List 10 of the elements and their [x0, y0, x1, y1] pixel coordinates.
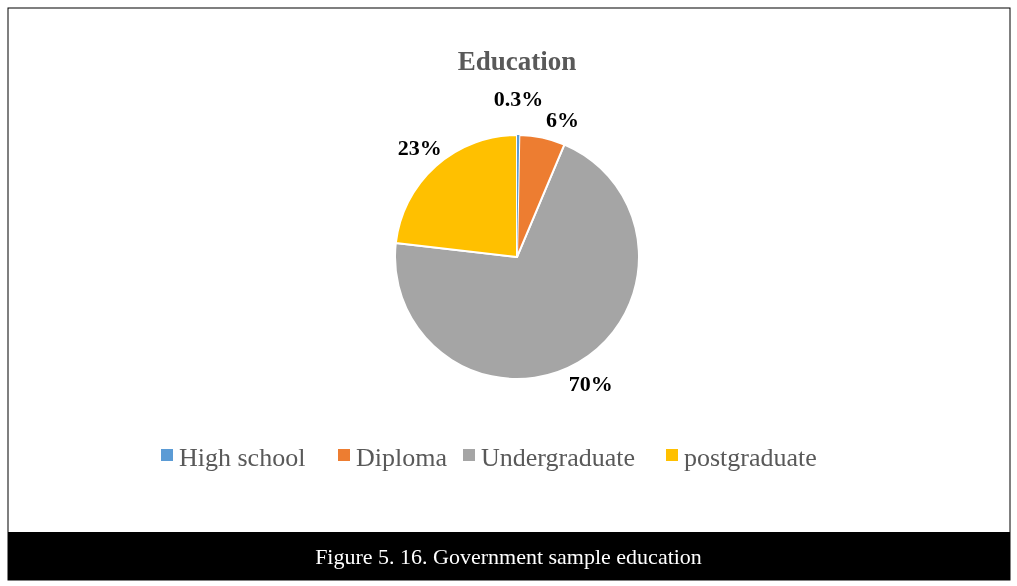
legend-label: Undergraduate [481, 443, 636, 473]
legend-label: High school [179, 443, 306, 473]
legend-label: postgraduate [684, 443, 817, 473]
caption: Figure 5. 16. Government sample education [315, 543, 702, 569]
chart-title: Education [457, 46, 577, 76]
data-label: 0.3% [493, 86, 544, 112]
legend-label: Diploma [356, 443, 448, 473]
data-label: 70% [568, 371, 613, 397]
data-label: 23% [397, 135, 442, 161]
data-label: 6% [546, 107, 580, 133]
